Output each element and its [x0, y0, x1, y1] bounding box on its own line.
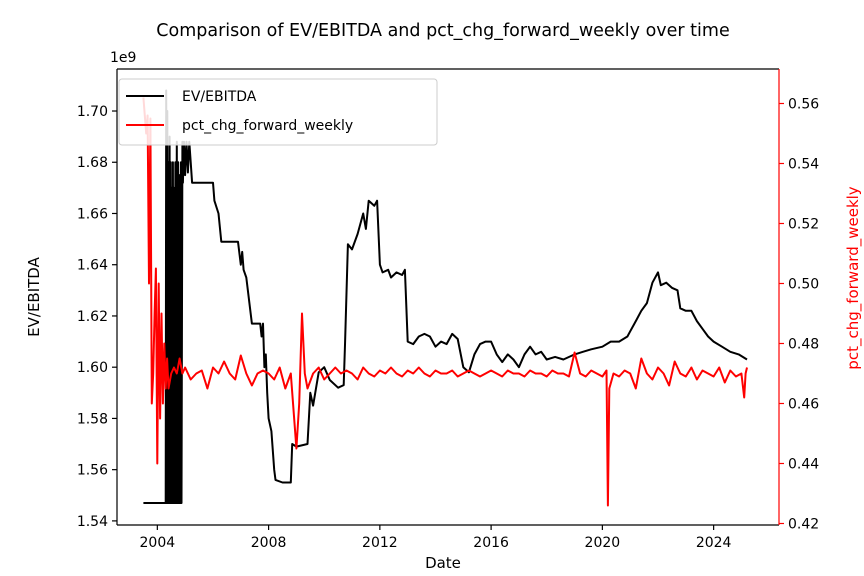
left-y-axis-label: EV/EBITDA [25, 256, 43, 336]
series-ev-ebitda [143, 89, 748, 504]
left-axis-multiplier: 1e9 [110, 50, 136, 66]
right-y-tick-label-0.50: 0.50 [788, 277, 819, 293]
left-y-axis-ticks: 1.54 1.56 1.58 1.60 1.62 1.64 1.66 1.68 1.70 [77, 104, 117, 530]
right-y-tick-label-0.46: 0.46 [788, 397, 819, 413]
x-tick-label-2004: 2004 [140, 535, 176, 551]
left-y-tick-label-1.62: 1.62 [77, 309, 108, 325]
right-y-tick-label-0.52: 0.52 [788, 217, 819, 233]
left-y-tick-label-1.64: 1.64 [77, 258, 108, 274]
x-tick-label-2020: 2020 [585, 535, 621, 551]
legend-label-pct-chg: pct_chg_forward_weekly [182, 118, 353, 134]
x-tick-label-2012: 2012 [362, 535, 398, 551]
x-axis-ticks: 2004 2008 2012 2016 2020 2024 [140, 525, 732, 551]
right-y-tick-label-0.44: 0.44 [788, 457, 819, 473]
right-y-axis-label: pct_chg_forward_weekly [844, 186, 863, 370]
left-y-tick-label-1.56: 1.56 [77, 463, 108, 479]
x-tick-label-2008: 2008 [251, 535, 287, 551]
left-y-tick-label-1.58: 1.58 [77, 411, 108, 427]
right-y-tick-label-0.56: 0.56 [788, 97, 819, 113]
right-y-tick-label-0.48: 0.48 [788, 337, 819, 353]
legend-label-ev-ebitda: EV/EBITDA [182, 89, 257, 105]
x-axis-label: Date [425, 554, 461, 572]
right-y-axis-ticks: 0.42 0.44 0.46 0.48 0.50 0.52 0.54 0.56 [779, 97, 819, 533]
left-y-tick-label-1.68: 1.68 [77, 155, 108, 171]
left-y-tick-label-1.54: 1.54 [77, 514, 108, 530]
series-line-ev-ebitda [143, 89, 748, 504]
x-tick-label-2024: 2024 [696, 535, 732, 551]
axes-frame [116, 68, 780, 526]
right-y-tick-label-0.54: 0.54 [788, 157, 819, 173]
right-y-tick-label-0.42: 0.42 [788, 517, 819, 533]
left-y-tick-label-1.70: 1.70 [77, 104, 108, 120]
legend: EV/EBITDA pct_chg_forward_weekly [118, 78, 438, 146]
legend-box [118, 78, 438, 146]
chart-title: Comparison of EV/EBITDA and pct_chg_forw… [156, 21, 729, 41]
left-y-tick-label-1.66: 1.66 [77, 206, 108, 222]
x-tick-label-2016: 2016 [473, 535, 509, 551]
left-y-tick-label-1.60: 1.60 [77, 360, 108, 376]
series-pct-chg-forward-weekly [142, 97, 748, 507]
series-line-pct-chg-forward-weekly [142, 97, 748, 507]
